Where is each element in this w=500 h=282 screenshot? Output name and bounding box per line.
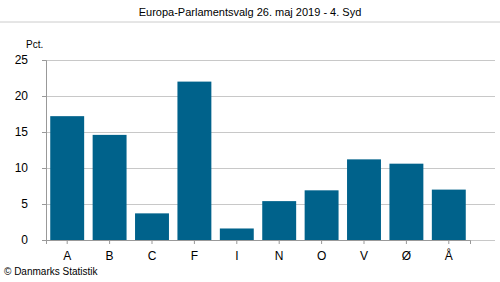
x-tick-label: C <box>148 249 157 263</box>
y-axis-line <box>42 61 47 241</box>
y-tick-mark <box>42 204 46 205</box>
bar <box>50 116 84 240</box>
x-tick: Ø <box>402 240 411 263</box>
y-tick-mark <box>42 240 46 241</box>
x-tick-mark <box>152 240 153 244</box>
x-tick: C <box>148 240 157 263</box>
x-tick: I <box>235 240 238 263</box>
bar <box>305 190 339 240</box>
bar <box>93 135 127 240</box>
grid-line <box>46 60 495 61</box>
y-tick-mark <box>42 168 46 169</box>
grid-line <box>46 96 495 97</box>
x-axis-line <box>47 241 471 245</box>
x-tick-mark <box>321 240 322 244</box>
source: © Danmarks Statistik <box>4 266 99 277</box>
y-tick-mark <box>42 96 46 97</box>
x-tick-mark <box>109 240 110 244</box>
x-tick-mark <box>236 240 237 244</box>
x-tick: Å <box>445 240 453 263</box>
y-tick-mark <box>42 60 46 61</box>
y-tick-label: 0 <box>21 233 28 247</box>
x-tick-label: V <box>360 249 368 263</box>
bar <box>262 201 296 240</box>
x-tick-mark <box>406 240 407 244</box>
x-tick: A <box>63 240 71 263</box>
x-tick: V <box>360 240 368 263</box>
y-tick: 0 <box>21 233 46 247</box>
y-label: Pct. <box>26 39 43 50</box>
x-tick: F <box>191 240 198 263</box>
y-tick-label: 15 <box>15 125 29 139</box>
x-tick-label: O <box>317 249 326 263</box>
grid <box>46 60 495 240</box>
x-tick: O <box>317 240 326 263</box>
x-tick-label: F <box>191 249 198 263</box>
x-tick-label: N <box>275 249 284 263</box>
bar <box>135 213 169 240</box>
bar <box>220 228 254 240</box>
x-tick-mark <box>279 240 280 244</box>
y-tick: 15 <box>15 125 46 139</box>
x-tick-label: B <box>106 249 114 263</box>
x-tick: B <box>106 240 114 263</box>
bar <box>177 82 211 240</box>
y-tick-label: 25 <box>15 53 29 67</box>
y-tick: 20 <box>15 89 46 103</box>
x-axis: ABCFINOVØÅ <box>47 240 471 263</box>
y-tick-label: 20 <box>15 89 29 103</box>
y-tick: 25 <box>15 53 46 67</box>
x-tick-label: A <box>63 249 71 263</box>
x-tick-mark <box>194 240 195 244</box>
x-tick-mark <box>364 240 365 244</box>
x-tick-label: Å <box>445 248 453 263</box>
x-tick: N <box>275 240 284 263</box>
y-tick: 5 <box>21 197 46 211</box>
title: Europa-Parlamentsvalg 26. maj 2019 - 4. … <box>139 6 362 18</box>
y-tick-label: 5 <box>21 197 28 211</box>
bar <box>389 164 423 240</box>
y-axis: 0 5 10 15 20 25 <box>15 53 47 247</box>
x-tick-label: Ø <box>402 249 411 263</box>
x-tick-label: I <box>235 249 238 263</box>
y-tick-label: 10 <box>15 161 29 175</box>
x-tick-mark <box>448 240 449 244</box>
y-tick: 10 <box>15 161 46 175</box>
grid-line <box>46 132 495 133</box>
title-rule <box>0 22 500 23</box>
bar <box>432 190 466 240</box>
y-tick-mark <box>42 132 46 133</box>
bar <box>347 159 381 240</box>
chart: Europa-Parlamentsvalg 26. maj 2019 - 4. … <box>0 0 500 282</box>
bars <box>50 82 466 240</box>
x-tick-mark <box>67 240 68 244</box>
